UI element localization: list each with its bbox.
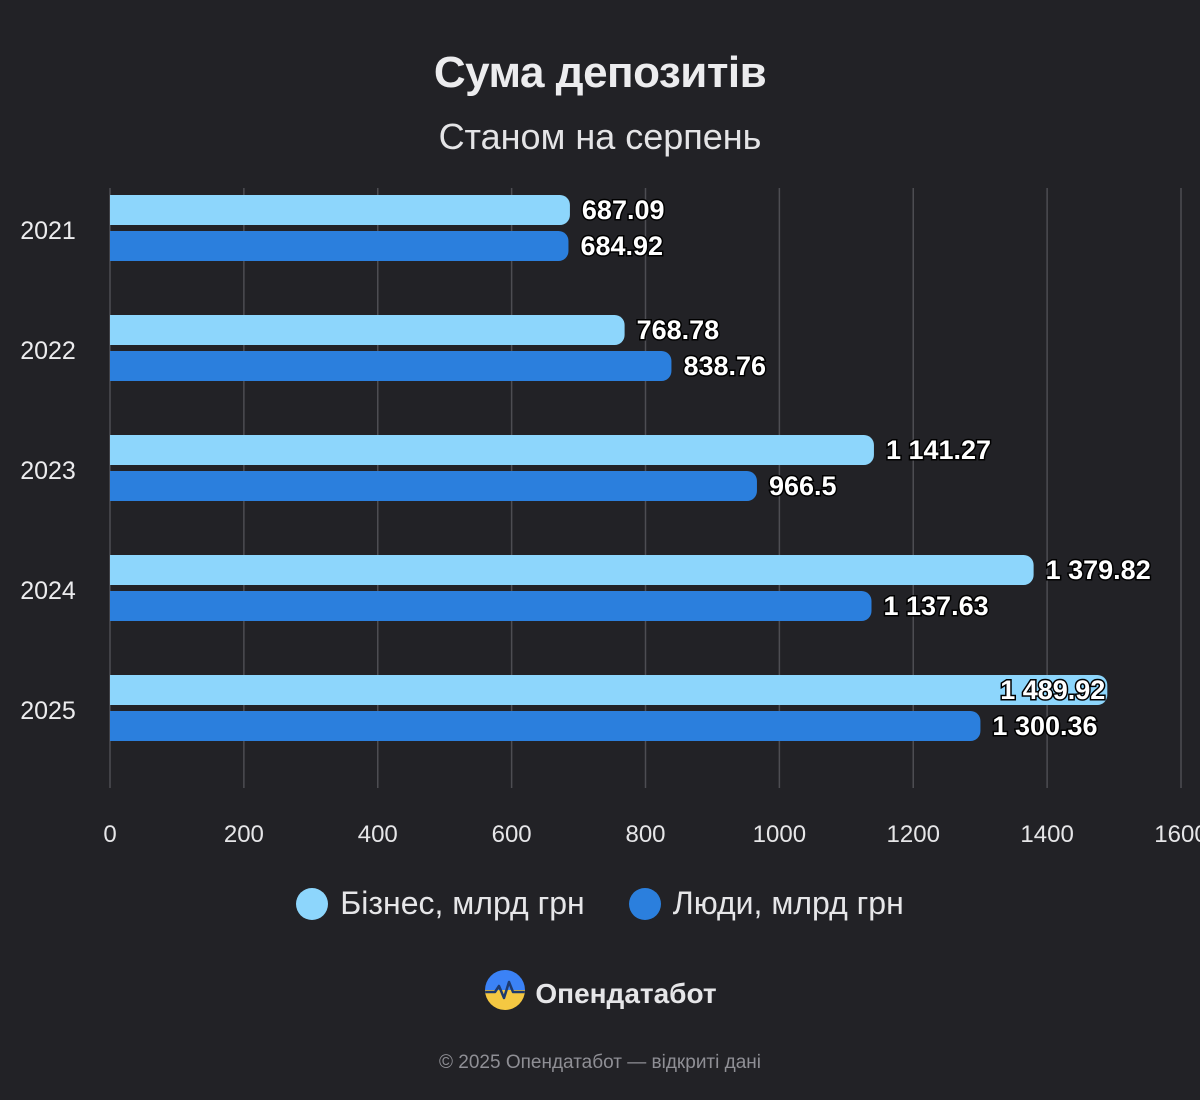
legend-marker-business bbox=[296, 887, 329, 920]
brand: Опендатабот bbox=[0, 968, 1200, 1019]
legend-label-business: Бізнес, млрд грн bbox=[340, 885, 585, 921]
data-label: 768.78 bbox=[637, 315, 720, 345]
data-label: 1 141.27 bbox=[886, 435, 991, 465]
copyright-footer: © 2025 Опендатабот — відкриті дані bbox=[439, 1052, 761, 1073]
data-label: 1 379.82 bbox=[1046, 555, 1151, 585]
data-label: 838.76 bbox=[683, 351, 766, 381]
y-category-label: 2022 bbox=[20, 337, 76, 365]
legend-item-business[interactable]: Бізнес, млрд грн bbox=[296, 885, 585, 922]
brand-name: Опендатабот bbox=[535, 977, 717, 1009]
y-category-label: 2025 bbox=[20, 697, 76, 725]
bar-people bbox=[110, 231, 569, 261]
y-category-label: 2024 bbox=[20, 577, 76, 605]
data-label: 966.5 bbox=[769, 471, 837, 501]
legend-label-people: Люди, млрд грн bbox=[672, 885, 904, 921]
x-tick-label: 1200 bbox=[887, 821, 940, 848]
bar-people bbox=[110, 711, 981, 741]
data-label: 684.92 bbox=[580, 231, 663, 261]
chart-subtitle: Станом на серпень bbox=[438, 116, 762, 157]
bar-business bbox=[110, 675, 1108, 705]
x-tick-label: 800 bbox=[625, 821, 665, 848]
bar-chart: 0 200 400 600 800 1000 1200 1400 1600 2021 687.09 6… bbox=[20, 188, 1200, 848]
data-label: 1 300.36 bbox=[992, 711, 1097, 741]
bar-people bbox=[110, 591, 872, 621]
x-tick-label: 1000 bbox=[753, 821, 806, 848]
opendatabot-logo-icon bbox=[483, 968, 527, 1019]
x-tick-label: 400 bbox=[358, 821, 398, 848]
bar-business bbox=[110, 195, 570, 225]
legend-item-people[interactable]: Люди, млрд грн bbox=[628, 885, 904, 922]
data-label: 1 489.92 bbox=[1000, 675, 1105, 705]
legend-marker-people bbox=[628, 887, 661, 920]
bar-business bbox=[110, 315, 625, 345]
x-tick-label: 0 bbox=[103, 821, 116, 848]
data-label: 687.09 bbox=[582, 195, 665, 225]
chart-legend: Бізнес, млрд грн Люди, млрд грн bbox=[0, 885, 1200, 922]
x-tick-label: 200 bbox=[224, 821, 264, 848]
chart-title: Сума депозитів bbox=[433, 48, 767, 97]
bar-people bbox=[110, 351, 672, 381]
bar-business bbox=[110, 555, 1034, 585]
data-label: 1 137.63 bbox=[884, 591, 989, 621]
y-category-label: 2021 bbox=[20, 217, 76, 245]
x-tick-label: 1600 bbox=[1154, 821, 1200, 848]
bar-people bbox=[110, 471, 757, 501]
y-category-label: 2023 bbox=[20, 457, 76, 485]
bar-business bbox=[110, 435, 874, 465]
x-tick-label: 1400 bbox=[1020, 821, 1073, 848]
x-tick-label: 600 bbox=[492, 821, 532, 848]
